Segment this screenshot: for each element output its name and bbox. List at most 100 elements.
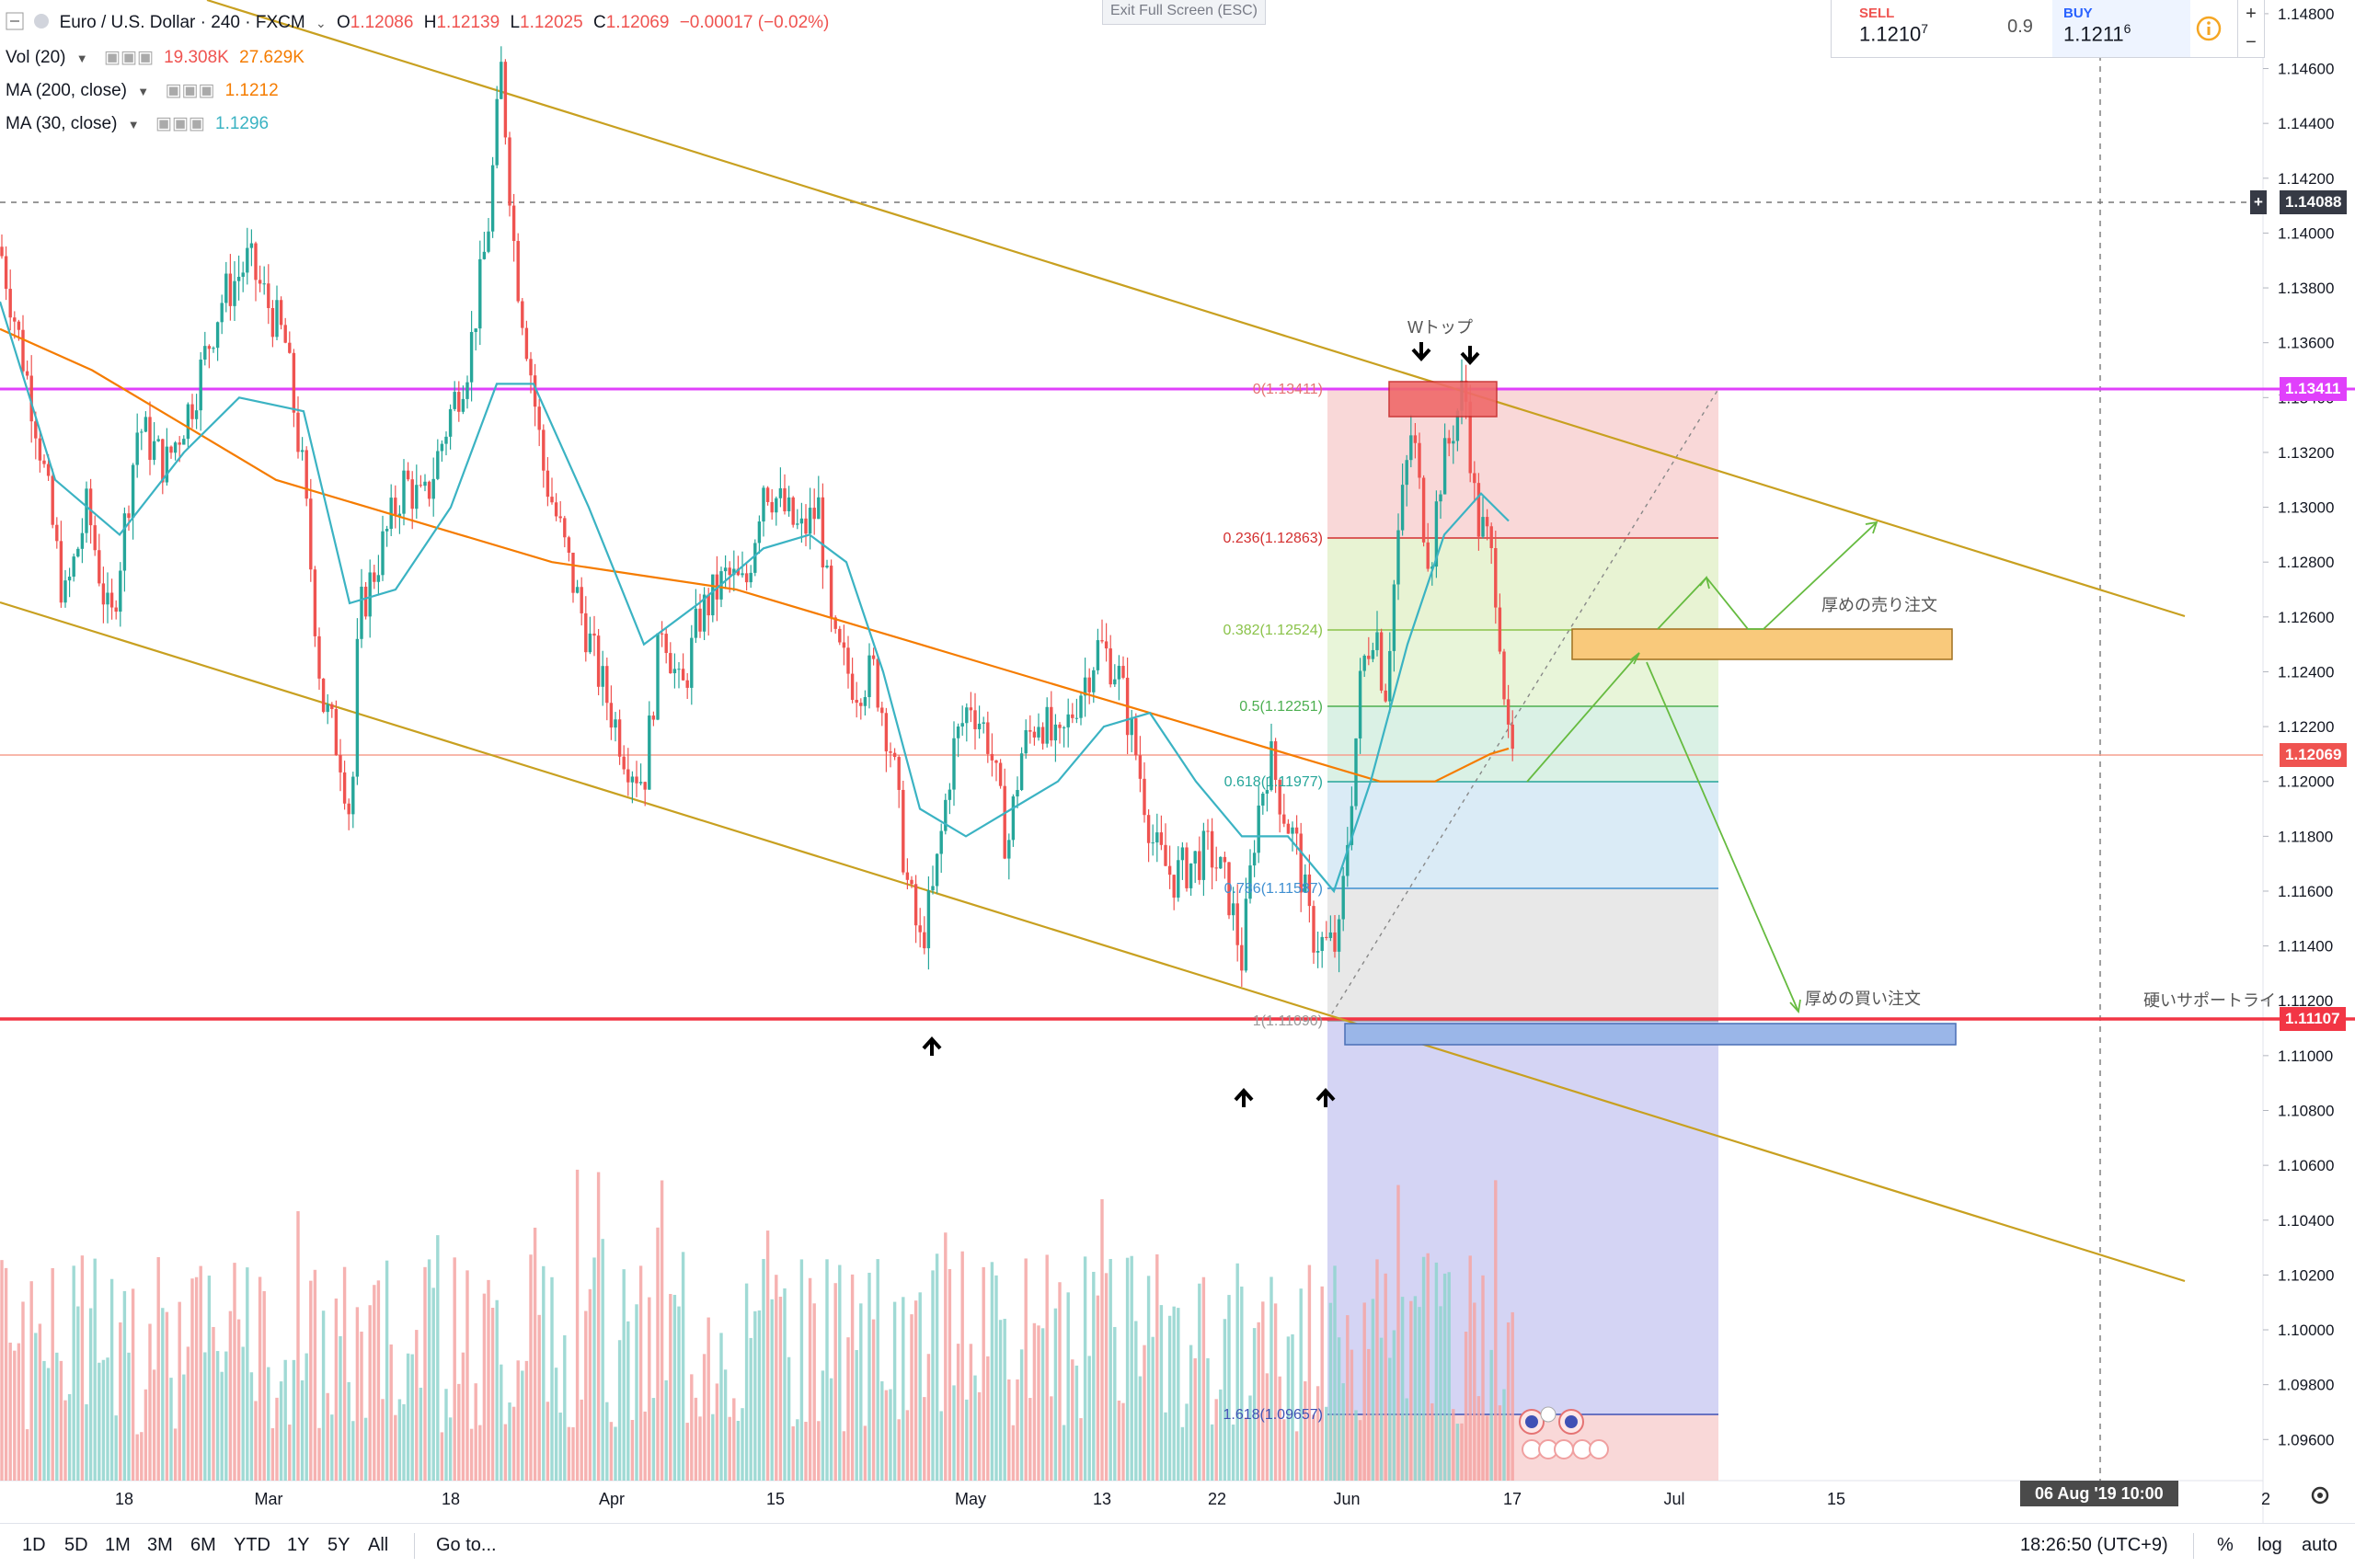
- tf-5d[interactable]: 5D: [64, 1535, 88, 1555]
- candle-body: [982, 722, 985, 724]
- volume-bar: [275, 1397, 279, 1481]
- high-label: H: [423, 13, 437, 32]
- candle-body: [1358, 670, 1362, 738]
- volume-bar: [436, 1235, 440, 1481]
- candle-body: [884, 713, 889, 752]
- volume-bar: [487, 1279, 490, 1481]
- volume-bar: [1455, 1424, 1460, 1481]
- candle-body: [419, 485, 423, 486]
- volume-bar: [706, 1317, 710, 1481]
- indicator-tools-icon[interactable]: ▣▣▣: [155, 114, 205, 133]
- candle-body: [702, 594, 706, 632]
- candle-body: [140, 431, 144, 433]
- chevron-down-icon[interactable]: ▼: [127, 118, 140, 132]
- candle-body: [1058, 724, 1062, 728]
- candle-body: [1079, 695, 1083, 718]
- volume-bar: [1341, 1383, 1345, 1481]
- tf-1m[interactable]: 1M: [105, 1535, 131, 1555]
- indicator-ma30[interactable]: MA (30, close) ▼ ▣▣▣ 1.1296: [6, 112, 274, 137]
- tf-6m[interactable]: 6M: [190, 1535, 216, 1555]
- gear-icon[interactable]: [2307, 1482, 2333, 1508]
- indicator-ma30-name[interactable]: MA (30, close): [6, 114, 118, 133]
- zoom-in-button[interactable]: +: [2246, 4, 2257, 24]
- candle-body: [478, 258, 482, 329]
- buy-button[interactable]: BUY 1.12116: [2052, 0, 2190, 57]
- volume-bar: [910, 1314, 913, 1481]
- volume-bar: [969, 1344, 973, 1481]
- info-icon[interactable]: [2190, 0, 2227, 57]
- percent-toggle[interactable]: %: [2217, 1535, 2234, 1555]
- volume-bar: [1494, 1180, 1498, 1481]
- zoom-out-button[interactable]: −: [2246, 32, 2257, 52]
- volume-bar: [93, 1258, 97, 1481]
- candle-body: [415, 485, 419, 509]
- y-tick-label: 1.11400: [2278, 938, 2333, 956]
- volume-bar: [173, 1428, 178, 1481]
- candle-body: [1087, 677, 1091, 692]
- candle-body: [326, 704, 329, 713]
- candle-body: [910, 879, 913, 885]
- tf-1d[interactable]: 1D: [22, 1535, 46, 1555]
- chevron-down-icon[interactable]: ▼: [75, 52, 88, 65]
- volume-bar: [1071, 1359, 1074, 1481]
- candle-body: [25, 371, 29, 376]
- candle-body: [1388, 650, 1392, 702]
- volume-bar: [249, 1372, 254, 1481]
- candle-body: [1286, 823, 1291, 834]
- candle-body: [51, 475, 54, 525]
- candle-body: [775, 498, 778, 513]
- resistance-price-tag: 1.13411: [2280, 377, 2347, 401]
- crosshair-plus-icon[interactable]: +: [2250, 190, 2267, 214]
- indicator-tools-icon[interactable]: ▣▣▣: [165, 81, 215, 100]
- candle-body: [173, 442, 178, 453]
- candle-body: [267, 283, 270, 308]
- candle-body: [1362, 655, 1366, 671]
- exit-fullscreen-button[interactable]: Exit Full Screen (ESC): [1102, 0, 1266, 25]
- x-tick-label: Jun: [1333, 1490, 1360, 1508]
- tf-3m[interactable]: 3M: [147, 1535, 173, 1555]
- volume-bar: [119, 1322, 122, 1481]
- candle-body: [630, 776, 635, 783]
- candle-body: [596, 635, 601, 687]
- indicator-ma200-name[interactable]: MA (200, close): [6, 81, 127, 100]
- volume-bar: [1409, 1300, 1413, 1481]
- candle-body: [567, 537, 571, 553]
- auto-toggle[interactable]: auto: [2302, 1535, 2338, 1555]
- candle-body: [614, 719, 617, 728]
- collapse-icon[interactable]: [6, 12, 24, 30]
- indicator-ma200[interactable]: MA (200, close) ▼ ▣▣▣ 1.1212: [6, 79, 284, 104]
- candle-body: [913, 884, 918, 926]
- volume-bar: [109, 1278, 114, 1481]
- chevron-down-icon[interactable]: ▼: [137, 85, 150, 98]
- tf-1y[interactable]: 1Y: [287, 1535, 310, 1555]
- zoom-controls: + −: [2237, 0, 2264, 57]
- candle-body: [1265, 790, 1269, 794]
- volume-bar: [1312, 1414, 1315, 1481]
- candle-body: [1024, 729, 1028, 754]
- log-toggle[interactable]: log: [2257, 1535, 2282, 1555]
- candle-body: [571, 552, 575, 593]
- goto-button[interactable]: Go to...: [436, 1535, 497, 1555]
- candle-body: [1337, 919, 1341, 952]
- tf-5y[interactable]: 5Y: [327, 1535, 350, 1555]
- eye-icon[interactable]: ⌄: [315, 16, 327, 30]
- tf-ytd[interactable]: YTD: [234, 1535, 270, 1555]
- volume-bar: [1375, 1259, 1379, 1481]
- candle-body: [829, 566, 833, 618]
- indicator-vol-name[interactable]: Vol (20): [6, 48, 66, 67]
- volume-bar: [1155, 1253, 1159, 1481]
- indicator-vol[interactable]: Vol (20) ▼ ▣▣▣ 19.308K 27.629K: [6, 46, 310, 71]
- sell-label: SELL: [1859, 6, 1895, 21]
- tf-all[interactable]: All: [368, 1535, 389, 1555]
- symbol-name[interactable]: Euro / U.S. Dollar · 240 · FXCM: [59, 13, 305, 32]
- sell-button[interactable]: SELL 1.12107: [1832, 0, 1988, 57]
- volume-bar: [736, 1421, 741, 1481]
- volume-bar: [1092, 1271, 1096, 1481]
- volume-bar: [1193, 1357, 1197, 1481]
- volume-bar: [402, 1403, 406, 1481]
- candle-body: [753, 543, 757, 573]
- candle-body: [931, 886, 935, 891]
- indicator-tools-icon[interactable]: ▣▣▣: [103, 48, 154, 67]
